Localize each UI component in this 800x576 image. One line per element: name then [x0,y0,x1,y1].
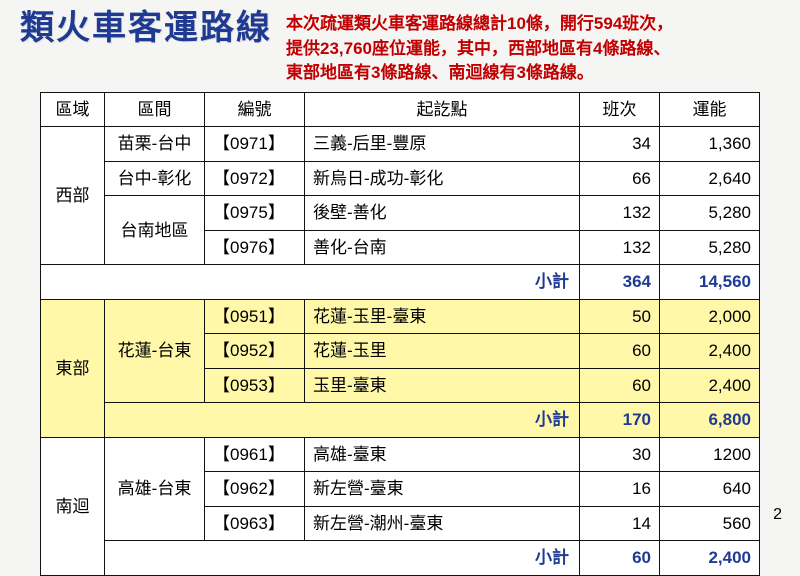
cell-segment: 高雄-台東 [105,437,205,541]
table-row: 東部 花蓮-台東 【0951】 花蓮-玉里-臺東 50 2,000 [41,299,760,334]
cell-route: 後壁-善化 [305,196,580,231]
cell-trips: 34 [580,127,660,162]
cell-route: 高雄-臺東 [305,437,580,472]
description: 本次疏運類火車客運路線總計10條，開行594班次， 提供23,760座位運能，其… [286,10,780,86]
desc-line-3: 東部地區有3條路線、南迴線有3條路線。 [286,63,594,82]
cell-code: 【0961】 [205,437,305,472]
cell-region: 西部 [41,127,105,265]
cell-trips: 60 [580,334,660,369]
cell-code: 【0972】 [205,161,305,196]
cell-route: 玉里-臺東 [305,368,580,403]
subtotal-capacity: 6,800 [660,403,760,438]
cell-code: 【0953】 [205,368,305,403]
cell-segment: 苗栗-台中 [105,127,205,162]
cell-code: 【0975】 [205,196,305,231]
col-code: 編號 [205,92,305,127]
desc-line-2: 提供23,760座位運能，其中，西部地區有4條路線、 [286,39,670,58]
header: 類火車客運路線 本次疏運類火車客運路線總計10條，開行594班次， 提供23,7… [0,0,800,92]
table-row: 南迴 高雄-台東 【0961】 高雄-臺東 30 1200 [41,437,760,472]
cell-segment: 台中-彰化 [105,161,205,196]
col-capacity: 運能 [660,92,760,127]
table-header-row: 區域 區間 編號 起訖點 班次 運能 [41,92,760,127]
subtotal-trips: 364 [580,265,660,300]
subtotal-trips: 60 [580,541,660,576]
cell-route: 善化-台南 [305,230,580,265]
cell-region: 南迴 [41,437,105,575]
cell-route: 花蓮-玉里-臺東 [305,299,580,334]
cell-code: 【0952】 [205,334,305,369]
cell-trips: 60 [580,368,660,403]
subtotal-label: 小計 [105,541,580,576]
subtotal-row: 小計 170 6,800 [41,403,760,438]
subtotal-row: 小計 60 2,400 [41,541,760,576]
cell-capacity: 640 [660,472,760,507]
cell-code: 【0951】 [205,299,305,334]
cell-capacity: 1200 [660,437,760,472]
col-route: 起訖點 [305,92,580,127]
table-row: 台中-彰化 【0972】 新烏日-成功-彰化 66 2,640 [41,161,760,196]
cell-trips: 50 [580,299,660,334]
routes-table: 區域 區間 編號 起訖點 班次 運能 西部 苗栗-台中 【0971】 三義-后里… [40,92,760,576]
col-trips: 班次 [580,92,660,127]
cell-segment: 花蓮-台東 [105,299,205,403]
subtotal-trips: 170 [580,403,660,438]
page-title: 類火車客運路線 [20,10,272,47]
cell-capacity: 2,000 [660,299,760,334]
cell-route: 三義-后里-豐原 [305,127,580,162]
desc-line-1: 本次疏運類火車客運路線總計10條，開行594班次， [286,14,673,33]
cell-trips: 16 [580,472,660,507]
col-region: 區域 [41,92,105,127]
cell-code: 【0976】 [205,230,305,265]
cell-capacity: 2,400 [660,368,760,403]
cell-trips: 30 [580,437,660,472]
cell-route: 新烏日-成功-彰化 [305,161,580,196]
cell-capacity: 2,400 [660,334,760,369]
cell-trips: 66 [580,161,660,196]
cell-segment: 台南地區 [105,196,205,265]
cell-route: 花蓮-玉里 [305,334,580,369]
subtotal-capacity: 2,400 [660,541,760,576]
cell-capacity: 5,280 [660,230,760,265]
cell-trips: 132 [580,230,660,265]
cell-trips: 132 [580,196,660,231]
table-row: 西部 苗栗-台中 【0971】 三義-后里-豐原 34 1,360 [41,127,760,162]
cell-code: 【0971】 [205,127,305,162]
cell-capacity: 5,280 [660,196,760,231]
cell-capacity: 1,360 [660,127,760,162]
subtotal-capacity: 14,560 [660,265,760,300]
subtotal-label: 小計 [105,403,580,438]
cell-code: 【0962】 [205,472,305,507]
table-container: 區域 區間 編號 起訖點 班次 運能 西部 苗栗-台中 【0971】 三義-后里… [0,92,800,576]
cell-route: 新左營-臺東 [305,472,580,507]
cell-capacity: 2,640 [660,161,760,196]
cell-region: 東部 [41,299,105,437]
page-number: 2 [773,506,782,524]
subtotal-label: 小計 [41,265,580,300]
subtotal-row: 小計 364 14,560 [41,265,760,300]
col-segment: 區間 [105,92,205,127]
table-row: 台南地區 【0975】 後壁-善化 132 5,280 [41,196,760,231]
